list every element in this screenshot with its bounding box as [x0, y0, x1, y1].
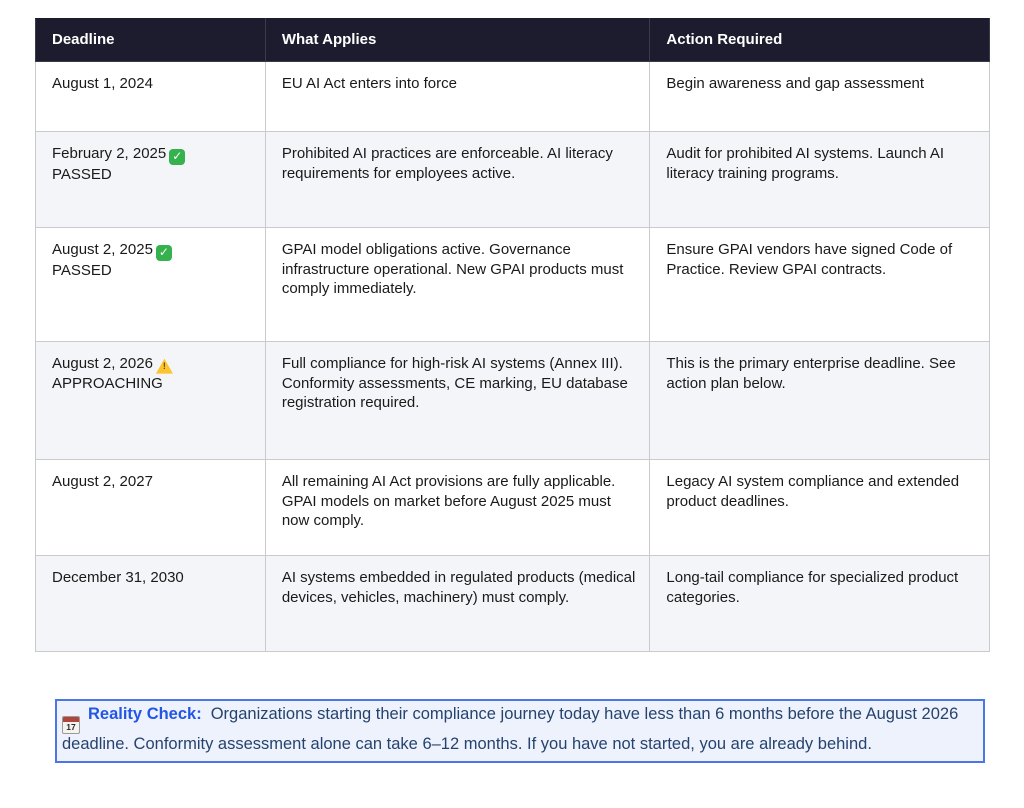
- table-header: Deadline What Applies Action Required: [35, 18, 990, 62]
- what-applies-cell: All remaining AI Act provisions are full…: [264, 458, 651, 556]
- action-required-cell: Legacy AI system compliance and extended…: [649, 458, 990, 556]
- check-icon: ✓: [155, 244, 172, 261]
- deadline-cell: August 2, 2027: [35, 458, 266, 556]
- what-applies-cell: EU AI Act enters into force: [264, 60, 651, 132]
- column-header-action-required: Action Required: [649, 18, 990, 62]
- reality-check-callout: 17 Reality Check: Organizations starting t…: [55, 698, 985, 763]
- compliance-deadlines-table: Deadline What Applies Action Required Au…: [35, 18, 990, 652]
- table-row: August 2, 2025 ✓ PASSED GPAI model obliga…: [35, 226, 990, 342]
- table-body: August 1, 2024 EU AI Act enters into for…: [35, 60, 990, 652]
- deadline-cell: August 2, 2025 ✓ PASSED: [35, 226, 266, 342]
- deadline-date: February 2, 2025: [52, 144, 167, 162]
- deadline-cell: August 2, 2026! APPROACHING: [35, 340, 266, 460]
- status-label: PASSED: [52, 165, 112, 183]
- deadline-date: August 1, 2024: [52, 74, 153, 92]
- action-required-cell: Long-tail compliance for specialized pro…: [649, 554, 990, 652]
- action-required-cell: Audit for prohibited AI systems. Launch …: [649, 130, 990, 228]
- status-label: APPROACHING: [52, 374, 163, 392]
- column-header-deadline: Deadline: [35, 18, 266, 62]
- what-applies-cell: Prohibited AI practices are enforceable.…: [264, 130, 651, 228]
- table-row: August 1, 2024 EU AI Act enters into for…: [35, 60, 990, 132]
- deadline-date: August 2, 2025: [52, 240, 153, 258]
- warning-icon: !: [155, 358, 173, 374]
- table-row: December 31, 2030 AI systems embedded in…: [35, 554, 990, 652]
- reality-check-label: Reality Check:: [88, 704, 202, 723]
- action-required-cell: This is the primary enterprise deadline.…: [649, 340, 990, 460]
- deadline-cell: December 31, 2030: [35, 554, 266, 652]
- what-applies-cell: Full compliance for high-risk AI systems…: [264, 340, 651, 460]
- reality-check-text: Organizations starting their compliance …: [62, 704, 959, 753]
- calendar-day: 17: [66, 722, 76, 733]
- action-required-cell: Ensure GPAI vendors have signed Code of …: [649, 226, 990, 342]
- table-row: August 2, 2027 All remaining AI Act prov…: [35, 458, 990, 556]
- what-applies-cell: AI systems embedded in regulated product…: [264, 554, 651, 652]
- column-header-what-applies: What Applies: [264, 18, 651, 62]
- table-row: February 2, 2025 ✓ PASSED Prohibited AI p…: [35, 130, 990, 228]
- deadline-cell: August 1, 2024: [35, 60, 266, 132]
- check-icon: ✓: [169, 148, 186, 165]
- table-row: August 2, 2026! APPROACHING Full complia…: [35, 340, 990, 460]
- deadline-date: December 31, 2030: [52, 568, 184, 586]
- table-header-row: Deadline What Applies Action Required: [35, 18, 990, 62]
- action-required-cell: Begin awareness and gap assessment: [649, 60, 990, 132]
- what-applies-cell: GPAI model obligations active. Governanc…: [264, 226, 651, 342]
- deadline-cell: February 2, 2025 ✓ PASSED: [35, 130, 266, 228]
- calendar-icon: 17: [62, 715, 80, 734]
- deadline-date: August 2, 2027: [52, 472, 153, 490]
- deadline-date: August 2, 2026: [52, 354, 153, 372]
- status-label: PASSED: [52, 261, 112, 279]
